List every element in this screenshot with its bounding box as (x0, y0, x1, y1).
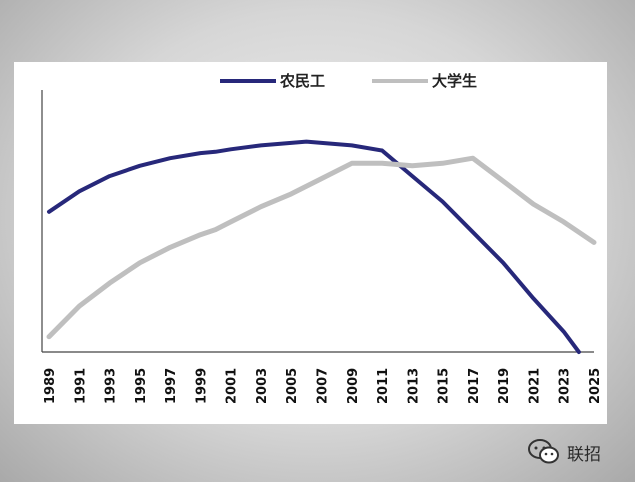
x-tick-label: 2025 (588, 368, 603, 404)
x-tick-label: 2005 (285, 368, 300, 404)
x-tick-label: 2021 (527, 368, 542, 404)
watermark-badge: 联招 (527, 437, 601, 467)
x-tick-label: 1991 (73, 368, 88, 404)
x-tick-label: 2001 (225, 368, 240, 404)
x-tick-label: 2017 (467, 368, 482, 404)
x-tick-label-group: 1999 (194, 368, 209, 404)
x-tick-label: 2013 (406, 368, 421, 404)
x-tick-label-group: 1991 (73, 368, 88, 404)
x-tick-label: 2007 (316, 368, 331, 404)
x-tick-label-group: 1993 (104, 368, 119, 404)
x-tick-label: 1995 (134, 368, 149, 404)
x-tick-label-group: 1997 (164, 368, 179, 404)
line-chart: 1989 1991 1993 1995 1997 1999 2001 2003 2005 2007… (41, 72, 603, 404)
x-tick-label: 2011 (376, 368, 391, 404)
x-tick-label: 1997 (164, 368, 179, 404)
x-tick-label: 2003 (255, 368, 270, 404)
x-tick-label: 2015 (437, 368, 452, 404)
x-tick-label: 2009 (346, 368, 361, 404)
x-tick-label-group: 2015 (437, 368, 452, 404)
x-tick-label: 2023 (558, 368, 573, 404)
x-tick-label-group: 2021 (527, 368, 542, 404)
x-tick-label-group: 1989 (43, 368, 58, 404)
legend: 农民工 大学生 (220, 72, 477, 90)
watermark-label: 联招 (567, 444, 601, 465)
x-tick-label-group: 2013 (406, 368, 421, 404)
plot-area: 1989 1991 1993 1995 1997 1999 2001 2003 2005 2007… (41, 90, 603, 404)
x-tick-label-group: 2009 (346, 368, 361, 404)
wechat-icon (528, 439, 559, 464)
x-tick-label-group: 2001 (225, 368, 240, 404)
series-line-1 (46, 155, 597, 340)
x-tick-label-group: 2007 (316, 368, 331, 404)
x-tick-label-group: 2023 (558, 368, 573, 404)
x-tick-label-group: 1995 (134, 368, 149, 404)
x-tick-label-group: 2005 (285, 368, 300, 404)
legend-label-series-0: 农民工 (279, 72, 325, 90)
x-tick-label-group: 2017 (467, 368, 482, 404)
x-tick-label: 1993 (104, 368, 119, 404)
x-tick-label: 1989 (43, 368, 58, 404)
chart-panel: 1989 1991 1993 1995 1997 1999 2001 2003 2005 2007… (14, 62, 607, 424)
x-tick-label-group: 2025 (588, 368, 603, 404)
x-tick-label: 1999 (194, 368, 209, 404)
x-tick-label-group: 2011 (376, 368, 391, 404)
x-tick-label-group: 2019 (497, 368, 512, 404)
legend-label-series-1: 大学生 (432, 72, 477, 90)
x-tick-label-group: 2003 (255, 368, 270, 404)
series-line-0 (47, 139, 581, 354)
x-tick-label: 2019 (497, 368, 512, 404)
